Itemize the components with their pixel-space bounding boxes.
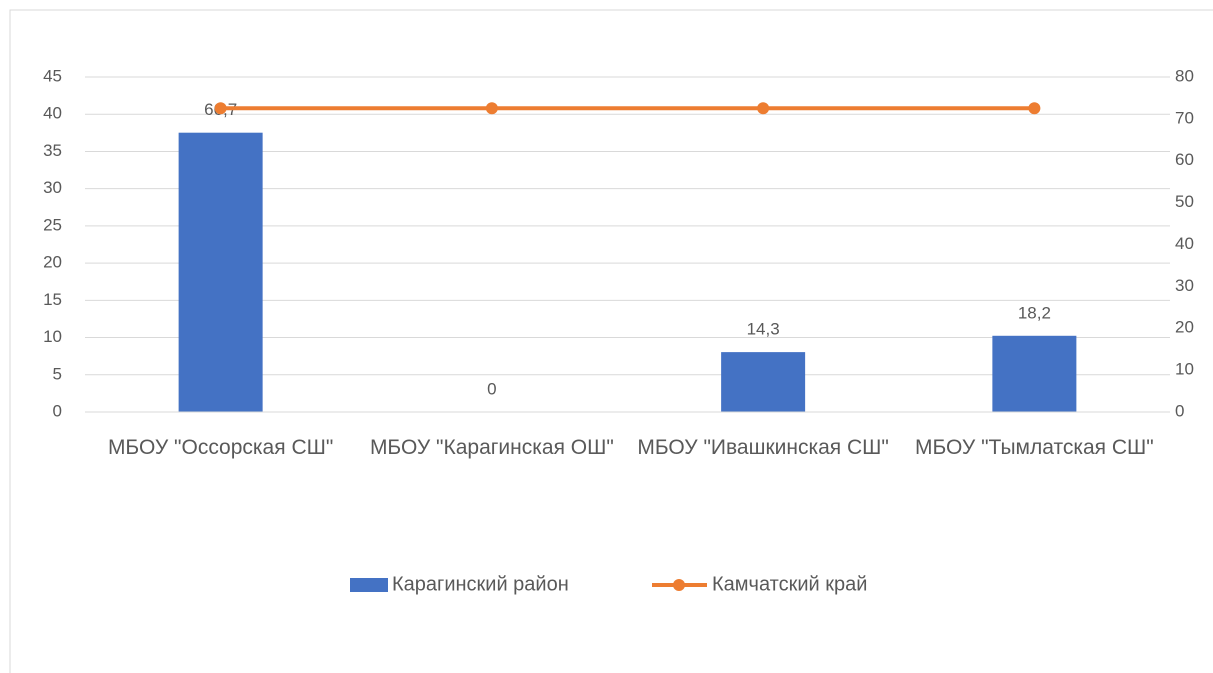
data-label: 14,3 (747, 320, 780, 339)
y2-tick-label: 40 (1175, 234, 1194, 253)
line-marker (757, 102, 770, 115)
y2-tick-label: 50 (1175, 192, 1194, 211)
y-tick-label: 35 (43, 141, 62, 160)
y2-tick-label: 30 (1175, 276, 1194, 295)
y-tick-label: 5 (53, 364, 62, 383)
y-tick-label: 10 (43, 327, 62, 346)
data-label: 0 (487, 379, 496, 398)
data-label: 18,2 (1018, 303, 1051, 322)
bar (178, 132, 263, 412)
y2-tick-label: 10 (1175, 360, 1194, 379)
y-tick-label: 15 (43, 290, 62, 309)
line-marker (214, 102, 227, 115)
y-tick-label: 40 (43, 104, 62, 123)
x-tick-label: МБОУ "Тымлатская СШ" (915, 436, 1154, 459)
y2-tick-label: 80 (1175, 66, 1194, 85)
y2-tick-label: 0 (1175, 401, 1184, 420)
line-marker (1028, 102, 1041, 115)
x-tick-label: МБОУ "Карагинская ОШ" (369, 436, 614, 459)
x-tick-label: МБОУ "Ивашкинская СШ" (637, 436, 889, 459)
y-tick-label: 20 (43, 253, 62, 272)
y-tick-label: 0 (53, 401, 62, 420)
legend-label: Камчатский край (712, 573, 867, 595)
bar (992, 335, 1077, 412)
legend-swatch (350, 578, 388, 592)
bar (721, 352, 806, 412)
legend-marker (673, 579, 685, 591)
y-tick-label: 30 (43, 178, 62, 197)
legend-label: Карагинский район (392, 573, 569, 595)
y2-tick-label: 20 (1175, 318, 1194, 337)
y-tick-label: 25 (43, 215, 62, 234)
y2-tick-label: 70 (1175, 108, 1194, 127)
y-tick-label: 45 (43, 66, 62, 85)
x-tick-label: МБОУ "Оссорская СШ" (107, 436, 334, 459)
line-marker (485, 102, 498, 115)
y2-tick-label: 60 (1175, 150, 1194, 169)
